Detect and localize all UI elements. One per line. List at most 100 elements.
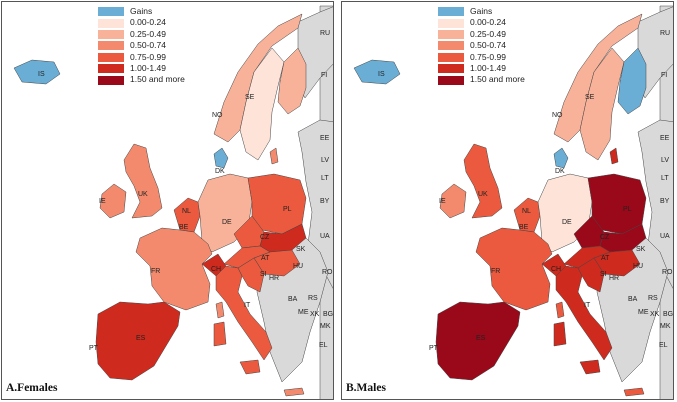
legend-swatch [98,52,124,62]
region-crete [623,387,645,397]
legend-item: 1.50 and more [98,74,185,85]
legend: Gains 0.00-0.24 0.25-0.49 0.50-0.74 0.75… [438,6,525,86]
label-ba: BA [628,296,638,303]
label-be: BE [179,224,189,231]
choropleth-map-females: IS NO SE FI RU EE LV LT BY UA DK UK IE N… [13,5,333,399]
label-si: SI [260,271,267,278]
region-italy [215,265,273,361]
label-se: SE [585,94,595,101]
label-pt: PT [89,345,99,352]
label-ua: UA [660,233,670,240]
label-ie: IE [439,198,446,205]
region-crete [283,387,305,397]
region-finland [617,47,647,115]
legend-item: 0.50-0.74 [438,40,525,51]
region-iceland [353,59,401,85]
legend-label: 0.00-0.24 [470,17,506,28]
label-nl: NL [522,208,531,215]
region-uk [463,143,503,219]
label-fi: FI [321,72,327,79]
region-denmark [213,147,229,169]
label-dk: DK [215,168,225,175]
legend-label: 0.25-0.49 [470,28,506,39]
country-labels: IS NO SE FI RU EE LV LT BY UA DK UK IE N… [378,30,673,352]
region-sicily [579,359,601,375]
label-xk: XK [650,311,660,318]
region-italy [555,265,613,361]
legend-label: 1.50 and more [130,74,185,85]
legend-item: 1.00-1.49 [438,63,525,74]
region-france [135,227,213,311]
region-sardinia [213,321,227,347]
legend-label: 0.50-0.74 [470,40,506,51]
study-regions [13,13,307,397]
legend-label: 0.25-0.49 [130,28,166,39]
label-de: DE [222,219,232,226]
legend-item: 1.00-1.49 [98,63,185,74]
region-sicily [239,359,261,375]
label-hr: HR [269,275,279,282]
label-ie: IE [99,198,106,205]
legend-swatch [438,41,464,51]
region-sweden [239,47,285,161]
label-mk: MK [660,323,671,330]
label-hr: HR [609,275,619,282]
label-lv: LV [321,157,329,164]
legend-item: Gains [438,6,525,17]
region-iceland [13,59,61,85]
legend-item: 0.50-0.74 [98,40,185,51]
label-fr: FR [491,268,500,275]
legend-swatch [438,29,464,39]
label-it: IT [244,302,251,309]
legend-swatch [438,18,464,28]
label-bg: BG [663,311,673,318]
choropleth-map-males: IS NO SE FI RU EE LV LT BY UA DK UK IE N… [353,5,673,399]
region-iberia [435,301,521,381]
label-hu: HU [633,263,643,270]
region-finland [277,47,307,115]
legend-label: 0.75-0.99 [130,51,166,62]
legend: Gains 0.00-0.24 0.25-0.49 0.50-0.74 0.75… [98,6,185,86]
label-bg: BG [323,311,333,318]
label-el: EL [319,342,328,349]
region-gotland [609,147,619,165]
region-sardinia [553,321,567,347]
legend-swatch [98,7,124,17]
country-labels: IS NO SE FI RU EE LV LT BY UA DK UK IE N… [38,30,333,352]
map-panel-females: IS NO SE FI RU EE LV LT BY UA DK UK IE N… [1,1,334,400]
legend-label: 1.00-1.49 [470,62,506,73]
map-panel-males: IS NO SE FI RU EE LV LT BY UA DK UK IE N… [341,1,674,400]
region-uk [123,143,163,219]
label-by: BY [660,198,670,205]
label-ch: CH [551,266,561,273]
label-me: ME [298,309,309,316]
label-pt: PT [429,345,439,352]
label-mk: MK [320,323,331,330]
non-study-countries [256,5,333,399]
panel-title: A.Females [6,382,58,394]
label-at: AT [601,255,610,262]
legend-swatch [438,75,464,85]
legend-label: 1.00-1.49 [130,62,166,73]
region-sweden [579,47,625,161]
legend-item: 0.75-0.99 [438,52,525,63]
legend-label: 0.50-0.74 [130,40,166,51]
region-iberia [95,301,181,381]
legend-swatch [438,7,464,17]
label-hu: HU [293,263,303,270]
label-nl: NL [182,208,191,215]
label-fr: FR [151,268,160,275]
label-ee: EE [660,135,670,142]
region-corsica [215,301,225,319]
legend-item: 0.00-0.24 [438,17,525,28]
label-de: DE [562,219,572,226]
legend-label: 1.50 and more [470,74,525,85]
label-el: EL [659,342,668,349]
label-at: AT [261,255,270,262]
label-ba: BA [288,296,298,303]
label-ru: RU [320,30,330,37]
label-is: IS [378,71,385,78]
label-dk: DK [555,168,565,175]
legend-swatch [98,41,124,51]
region-gotland [269,147,279,165]
